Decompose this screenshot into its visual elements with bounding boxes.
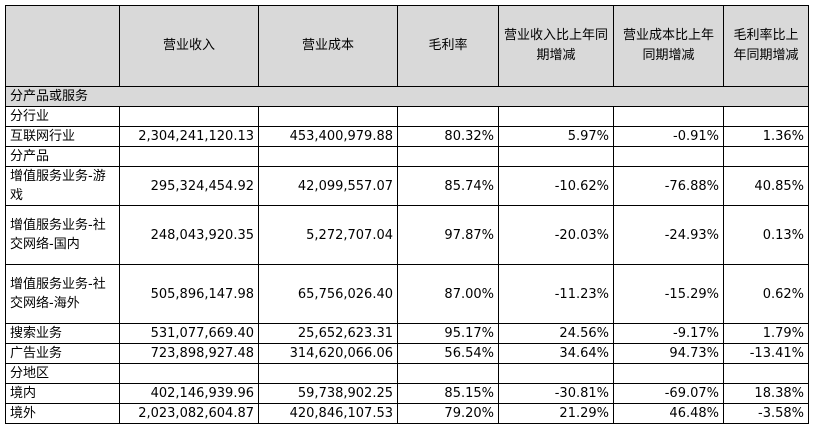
table-cell: -15.29%: [613, 264, 724, 324]
table-cell: -76.88%: [613, 166, 724, 206]
table-cell: [258, 363, 398, 384]
table-cell: 0.13%: [723, 205, 809, 265]
table-cell: -11.23%: [498, 264, 614, 324]
table-cell: 531,077,669.40: [119, 323, 259, 344]
table-cell: 95.17%: [397, 323, 499, 344]
section-row: 分产品或服务: [5, 86, 809, 107]
table-cell: [397, 146, 499, 167]
row-label: 搜索业务: [5, 323, 120, 344]
table-cell: 34.64%: [498, 343, 614, 364]
table-cell: [498, 363, 614, 384]
row-label: 增值服务业务-游戏: [5, 166, 120, 206]
table-cell: [498, 146, 614, 167]
table-cell: [613, 146, 724, 167]
table-row: 搜索业务 531,077,669.40 25,652,623.31 95.17% 24.…: [5, 323, 809, 344]
row-label: 分地区: [5, 363, 120, 384]
table-row: 分产品: [5, 146, 809, 167]
table-row: 增值服务业务-社交网络-国内 248,043,920.35 5,272,707.04…: [5, 205, 809, 265]
table-cell: -10.62%: [498, 166, 614, 206]
table-cell: [258, 146, 398, 167]
table-row: 增值服务业务-社交网络-海外 505,896,147.98 65,756,026.4…: [5, 264, 809, 324]
table-cell: 21.29%: [498, 403, 614, 424]
row-label: 分行业: [5, 106, 120, 127]
table-cell: -13.41%: [723, 343, 809, 364]
table-cell: [723, 363, 809, 384]
section-title: 分产品或服务: [5, 86, 809, 107]
table-cell: 505,896,147.98: [119, 264, 259, 324]
table-cell: 402,146,939.96: [119, 383, 259, 404]
table-cell: -69.07%: [613, 383, 724, 404]
table-cell: [397, 106, 499, 127]
table-cell: [119, 363, 259, 384]
table-row: 分地区: [5, 363, 809, 384]
table-cell: 40.85%: [723, 166, 809, 206]
table-cell: 248,043,920.35: [119, 205, 259, 265]
row-label: 增值服务业务-社交网络-海外: [5, 264, 120, 324]
table-cell: 56.54%: [397, 343, 499, 364]
table-cell: 2,023,082,604.87: [119, 403, 259, 424]
table-cell: 1.36%: [723, 126, 809, 147]
table-cell: 65,756,026.40: [258, 264, 398, 324]
table-cell: 97.87%: [397, 205, 499, 265]
table-row: 广告业务 723,898,927.48 314,620,066.06 56.54% 34…: [5, 343, 809, 364]
row-label: 境内: [5, 383, 120, 404]
table-cell: 25,652,623.31: [258, 323, 398, 344]
header-row: 营业收入 营业成本 毛利率 营业收入比上年同期增减 营业成本比上年同期增减 毛利…: [5, 5, 809, 87]
table-cell: 5,272,707.04: [258, 205, 398, 265]
table-cell: -20.03%: [498, 205, 614, 265]
table-row: 增值服务业务-游戏 295,324,454.92 42,099,557.07 85.7…: [5, 166, 809, 206]
table-row: 互联网行业 2,304,241,120.13 453,400,979.88 80.32…: [5, 126, 809, 147]
table-cell: [397, 363, 499, 384]
table-cell: -24.93%: [613, 205, 724, 265]
table-row: 境内 402,146,939.96 59,738,902.25 85.15% -30.8…: [5, 383, 809, 404]
table-cell: 314,620,066.06: [258, 343, 398, 364]
table-cell: [498, 106, 614, 127]
header-corner: [5, 5, 120, 87]
table-cell: 18.38%: [723, 383, 809, 404]
table-cell: 79.20%: [397, 403, 499, 424]
table-cell: 295,324,454.92: [119, 166, 259, 206]
row-label: 广告业务: [5, 343, 120, 364]
row-label: 增值服务业务-社交网络-国内: [5, 205, 120, 265]
table-cell: [723, 106, 809, 127]
header-revenue: 营业收入: [119, 5, 259, 87]
table-cell: [613, 106, 724, 127]
table-cell: -0.91%: [613, 126, 724, 147]
table-cell: [258, 106, 398, 127]
table-row: 境外 2,023,082,604.87 420,846,107.53 79.20% 21…: [5, 403, 809, 424]
table-cell: 420,846,107.53: [258, 403, 398, 424]
table-cell: [119, 106, 259, 127]
table-cell: -30.81%: [498, 383, 614, 404]
table-cell: 2,304,241,120.13: [119, 126, 259, 147]
table-cell: 723,898,927.48: [119, 343, 259, 364]
header-margin-change: 毛利率比上年同期增减: [723, 5, 809, 87]
table-cell: 59,738,902.25: [258, 383, 398, 404]
table-cell: 94.73%: [613, 343, 724, 364]
table-cell: 85.74%: [397, 166, 499, 206]
row-label: 境外: [5, 403, 120, 424]
table-cell: -9.17%: [613, 323, 724, 344]
table-cell: 0.62%: [723, 264, 809, 324]
table-cell: [613, 363, 724, 384]
table-cell: 46.48%: [613, 403, 724, 424]
financial-table: 营业收入 营业成本 毛利率 营业收入比上年同期增减 营业成本比上年同期增减 毛利…: [5, 5, 809, 424]
table-cell: 87.00%: [397, 264, 499, 324]
table-cell: 80.32%: [397, 126, 499, 147]
row-label: 分产品: [5, 146, 120, 167]
table-cell: 24.56%: [498, 323, 614, 344]
table-cell: 42,099,557.07: [258, 166, 398, 206]
table-cell: 1.79%: [723, 323, 809, 344]
table-cell: [723, 146, 809, 167]
table-cell: 5.97%: [498, 126, 614, 147]
table-cell: -3.58%: [723, 403, 809, 424]
header-cost: 营业成本: [258, 5, 398, 87]
row-label: 互联网行业: [5, 126, 120, 147]
header-cost-change: 营业成本比上年同期增减: [613, 5, 724, 87]
header-revenue-change: 营业收入比上年同期增减: [498, 5, 614, 87]
table-row: 分行业: [5, 106, 809, 127]
table-cell: 85.15%: [397, 383, 499, 404]
table-cell: 453,400,979.88: [258, 126, 398, 147]
header-gross-margin: 毛利率: [397, 5, 499, 87]
table-cell: [119, 146, 259, 167]
